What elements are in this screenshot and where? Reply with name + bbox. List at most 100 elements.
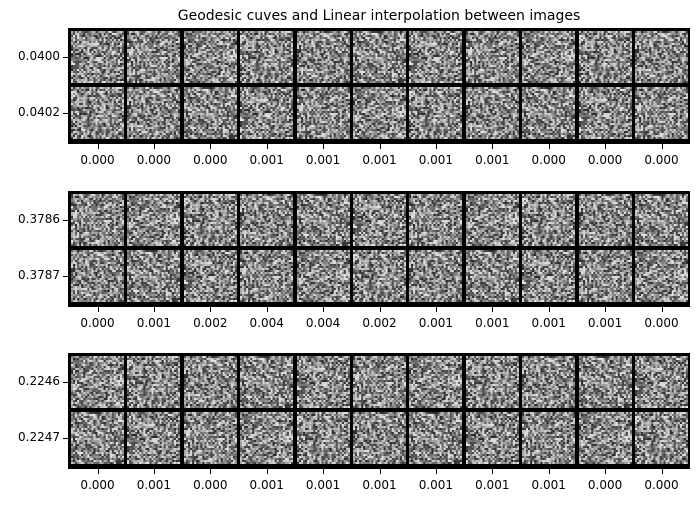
x-tick-label: 0.001 [408,316,464,330]
image-cell [183,356,237,408]
image-cell [71,87,124,139]
x-tick-label: 0.001 [239,478,295,492]
x-tick-mark [661,307,663,312]
image-cell [409,412,463,464]
x-tick-label: 0.000 [634,153,690,167]
x-tick-mark [379,307,381,312]
image-cell [240,412,294,464]
x-tick-mark [605,144,607,149]
x-tick-mark [661,469,663,474]
x-tick-label: 0.000 [126,153,182,167]
panel-1 [68,28,690,144]
image-cell [127,31,181,83]
image-cell [240,250,294,302]
image-cell [409,31,463,83]
image-cell [353,356,406,408]
image-cell [409,250,463,302]
x-tick-label: 0.001 [295,478,351,492]
image-cell [578,356,632,408]
image-cell [578,412,632,464]
y-tick-label: 0.0402 [18,105,60,119]
image-cell [296,194,350,246]
x-tick-mark [97,144,99,149]
image-cell [296,87,350,139]
image-cell [578,87,632,139]
image-cell [635,194,688,246]
image-cell [183,87,237,139]
image-cell [127,412,181,464]
image-cell [635,31,688,83]
x-tick-label: 0.001 [464,478,520,492]
x-tick-label: 0.000 [70,153,126,167]
image-cell [635,356,688,408]
x-tick-label: 0.000 [634,316,690,330]
x-tick-label: 0.001 [521,478,577,492]
x-tick-label: 0.004 [295,316,351,330]
image-cell [296,31,350,83]
image-cell [522,412,576,464]
x-tick-mark [153,144,155,149]
y-tick-label: 0.3787 [18,268,60,282]
image-cell [71,356,124,408]
image-cell [296,250,350,302]
x-tick-label: 0.001 [577,316,633,330]
x-tick-label: 0.001 [521,316,577,330]
x-tick-label: 0.001 [126,316,182,330]
image-cell [578,250,632,302]
panel-2 [68,191,690,307]
y-tick-mark [63,438,68,439]
x-tick-mark [266,469,268,474]
image-cell [71,194,124,246]
y-tick-label: 0.0400 [18,49,60,63]
image-cell [240,87,294,139]
x-tick-mark [492,469,494,474]
x-tick-mark [97,469,99,474]
x-tick-mark [323,307,325,312]
image-cell [522,194,576,246]
x-tick-mark [323,144,325,149]
image-cell [635,250,688,302]
x-tick-label: 0.002 [182,316,238,330]
image-cell [522,87,576,139]
x-tick-label: 0.001 [352,153,408,167]
x-tick-mark [153,307,155,312]
x-tick-mark [153,469,155,474]
x-tick-label: 0.000 [634,478,690,492]
y-tick-mark [63,276,68,277]
image-grid-1 [68,28,690,144]
image-cell [127,87,181,139]
y-tick-mark [63,57,68,58]
image-cell [353,250,406,302]
image-grid-3 [68,353,690,469]
image-cell [465,356,519,408]
image-cell [71,31,124,83]
chart-title: Geodesic cuves and Linear interpolation … [68,8,690,24]
image-cell [578,194,632,246]
image-cell [465,412,519,464]
x-tick-mark [548,307,550,312]
y-tick-label: 0.3786 [18,212,60,226]
x-tick-mark [210,144,212,149]
x-tick-mark [548,469,550,474]
image-cell [127,356,181,408]
y-tick-mark [63,113,68,114]
image-cell [296,412,350,464]
image-cell [635,412,688,464]
image-cell [409,194,463,246]
image-cell [409,356,463,408]
x-tick-label: 0.002 [352,316,408,330]
image-cell [183,194,237,246]
x-tick-mark [379,144,381,149]
x-tick-mark [210,307,212,312]
x-tick-label: 0.000 [577,478,633,492]
x-tick-mark [435,469,437,474]
x-tick-label: 0.001 [408,153,464,167]
x-tick-label: 0.001 [464,316,520,330]
image-cell [296,356,350,408]
x-tick-mark [97,307,99,312]
image-cell [353,87,406,139]
x-tick-mark [379,469,381,474]
x-tick-label: 0.001 [126,478,182,492]
panel-3 [68,353,690,469]
